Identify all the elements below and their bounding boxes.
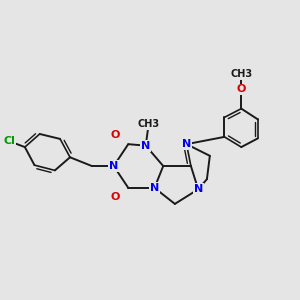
Text: O: O xyxy=(110,130,120,140)
Text: O: O xyxy=(110,192,120,202)
Text: N: N xyxy=(141,141,150,151)
Text: N: N xyxy=(182,139,191,149)
Text: CH3: CH3 xyxy=(138,119,160,129)
Text: O: O xyxy=(237,84,246,94)
Text: N: N xyxy=(194,184,203,194)
Text: N: N xyxy=(109,161,118,171)
Text: Cl: Cl xyxy=(4,136,15,146)
Text: N: N xyxy=(150,183,159,193)
Text: CH3: CH3 xyxy=(230,69,252,79)
